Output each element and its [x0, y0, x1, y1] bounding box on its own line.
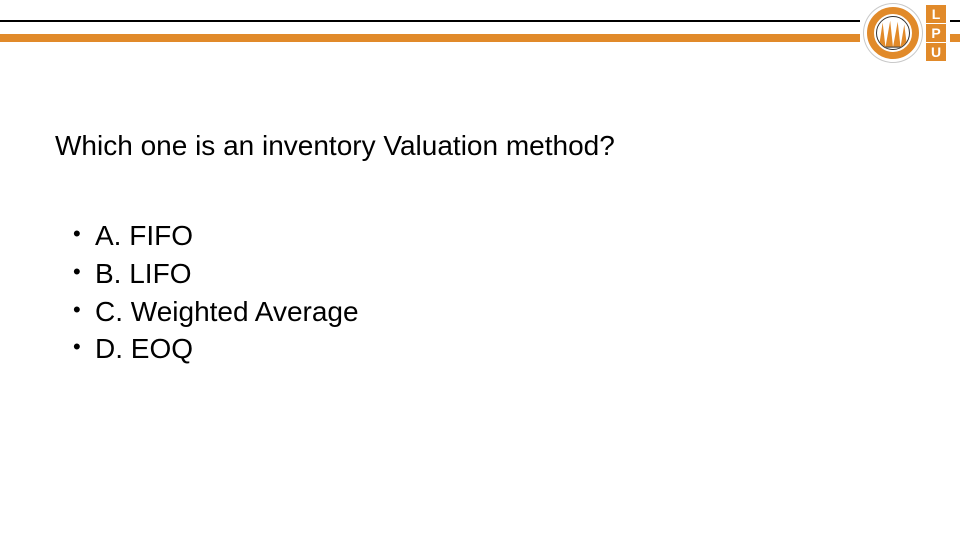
slide: L P U Which one is an inventory Valuatio…	[0, 0, 960, 540]
option-d-label: D. EOQ	[95, 333, 193, 364]
option-a: A. FIFO	[73, 217, 905, 255]
lpu-letter-p: P	[926, 24, 946, 42]
question-text: Which one is an inventory Valuation meth…	[55, 130, 905, 162]
option-c-label: C. Weighted Average	[95, 296, 359, 327]
options-list: A. FIFO B. LIFO C. Weighted Average D. E…	[55, 217, 905, 368]
lpu-letter-u: U	[926, 43, 946, 61]
divider-thin	[0, 20, 960, 22]
lpu-letters-icon: L P U	[926, 5, 946, 61]
option-c: C. Weighted Average	[73, 293, 905, 331]
lpu-letter-l: L	[926, 5, 946, 23]
option-d: D. EOQ	[73, 330, 905, 368]
lpu-seal-icon	[864, 4, 922, 62]
content-area: Which one is an inventory Valuation meth…	[55, 130, 905, 368]
option-a-label: A. FIFO	[95, 220, 193, 251]
option-b-label: B. LIFO	[95, 258, 191, 289]
logo-group: L P U	[860, 4, 950, 62]
divider-orange	[0, 34, 960, 42]
option-b: B. LIFO	[73, 255, 905, 293]
